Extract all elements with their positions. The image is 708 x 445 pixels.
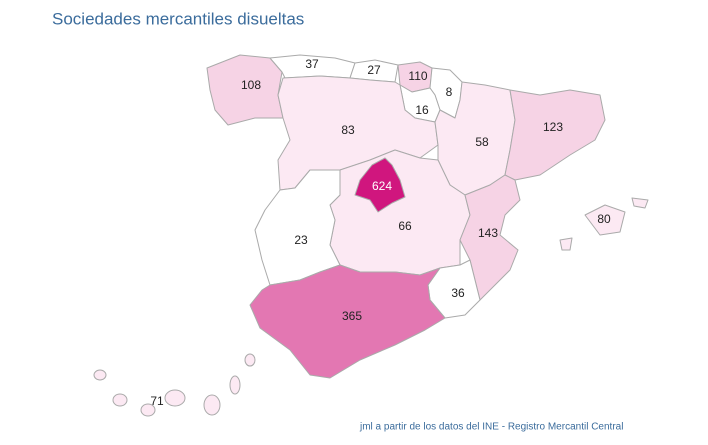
- region: [559, 197, 649, 251]
- region-value: 36: [451, 286, 465, 300]
- island: [164, 389, 186, 407]
- island: [229, 375, 241, 395]
- region-value: 37: [305, 57, 319, 71]
- region-value: 123: [543, 120, 563, 134]
- island: [559, 237, 573, 251]
- island: [203, 394, 221, 416]
- region: [93, 353, 256, 417]
- region-value: 110: [408, 69, 427, 83]
- source-note: jml a partir de los datos del INE - Regi…: [359, 422, 623, 433]
- map-title: Sociedades mercantiles disueltas: [52, 9, 304, 28]
- region: [249, 264, 446, 379]
- region-value: 143: [478, 226, 498, 240]
- region: [504, 89, 606, 181]
- region-value: 83: [341, 123, 355, 137]
- region: [459, 174, 521, 301]
- region-value: 27: [367, 63, 381, 77]
- region-value: 71: [150, 394, 164, 408]
- island: [93, 369, 107, 381]
- island: [631, 197, 649, 209]
- region: [354, 157, 406, 213]
- island: [244, 353, 256, 367]
- region-labels: 108 37 27 110 8 16 83 58 123 624 66 143 …: [150, 57, 611, 408]
- region-value: 624: [372, 179, 392, 193]
- island: [584, 204, 626, 236]
- region-value: 66: [398, 219, 412, 233]
- region-value: 23: [294, 233, 308, 247]
- region-value: 16: [415, 103, 429, 117]
- region: [254, 169, 341, 286]
- region-value: 365: [342, 309, 362, 323]
- region-value: 58: [475, 135, 489, 149]
- island: [112, 393, 128, 407]
- island: [140, 403, 156, 417]
- region-value: 8: [446, 85, 453, 99]
- region-value: 80: [597, 212, 611, 226]
- regions: [93, 54, 649, 417]
- region-value: 108: [241, 78, 261, 92]
